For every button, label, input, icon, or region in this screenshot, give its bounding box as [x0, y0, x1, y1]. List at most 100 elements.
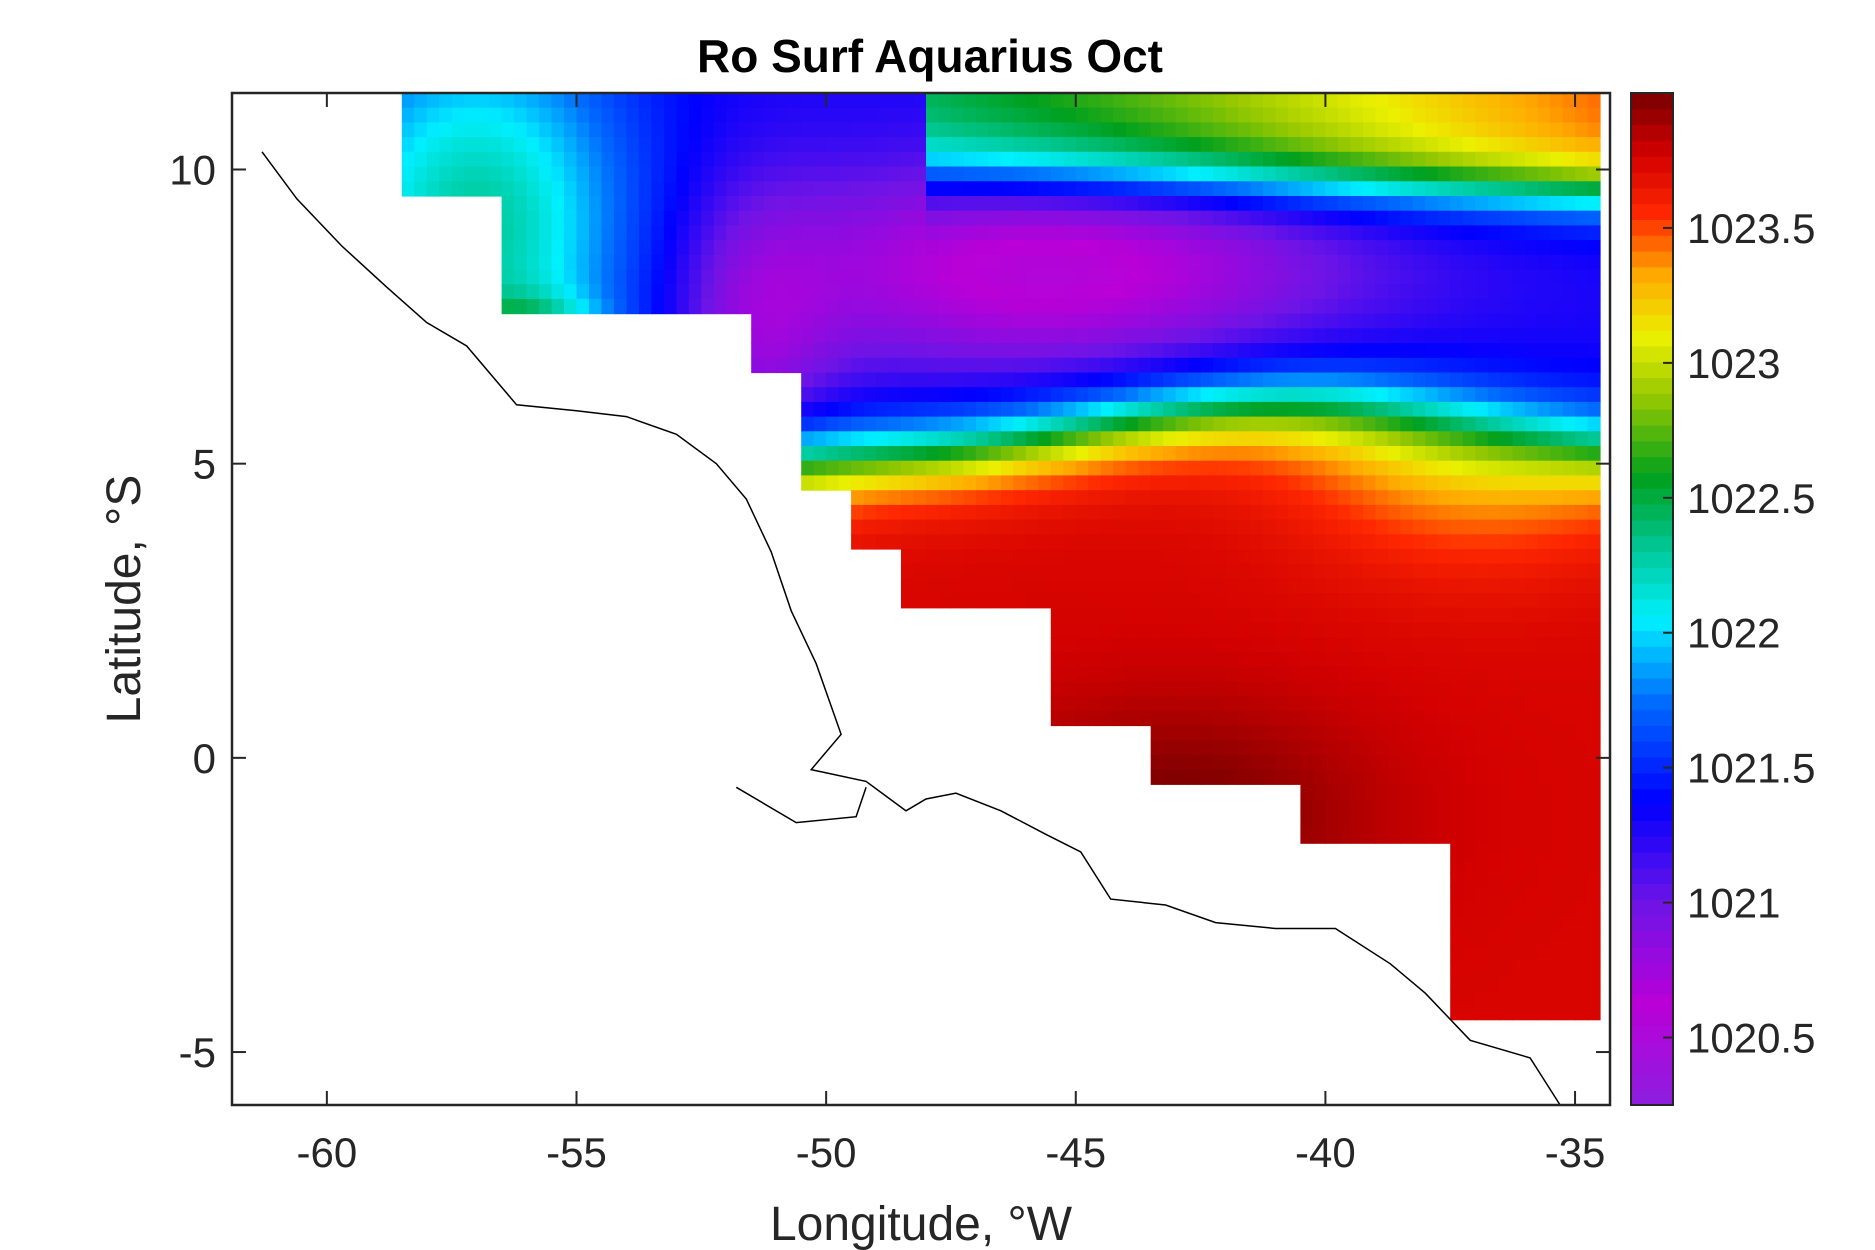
heatmap-cell: [1200, 607, 1214, 624]
heatmap-cell: [1312, 328, 1326, 344]
heatmap-cell: [1462, 622, 1476, 638]
heatmap-cell: [1500, 857, 1514, 874]
heatmap-cell: [926, 578, 940, 594]
heatmap-cell: [1500, 151, 1514, 168]
heatmap-cell: [1113, 666, 1127, 682]
heatmap-cell: [1387, 534, 1401, 550]
heatmap-cell: [1288, 151, 1302, 168]
heatmap-cell: [1238, 607, 1252, 624]
heatmap-cell: [1437, 313, 1451, 329]
heatmap-cell: [1362, 828, 1376, 844]
heatmap-cell: [1213, 357, 1227, 374]
heatmap-cell: [1000, 519, 1014, 535]
heatmap-cell: [1275, 475, 1289, 491]
heatmap-cell: [1013, 196, 1027, 212]
heatmap-cell: [963, 490, 977, 506]
heatmap-cell: [1550, 269, 1564, 285]
heatmap-cell: [1113, 137, 1127, 153]
heatmap-cell: [1138, 357, 1152, 374]
colorbar-tick-label: 1023.5: [1687, 205, 1815, 252]
heatmap-cell: [501, 107, 515, 123]
heatmap-cell: [801, 401, 815, 418]
heatmap-cell: [1163, 401, 1177, 418]
heatmap-cell: [1375, 754, 1389, 771]
heatmap-cell: [1063, 151, 1077, 168]
heatmap-cell: [876, 122, 890, 138]
heatmap-cell: [1263, 122, 1277, 138]
heatmap-cell: [1437, 372, 1451, 388]
heatmap-cell: [1375, 681, 1389, 697]
heatmap-cell: [1175, 357, 1189, 374]
heatmap-cell: [1025, 284, 1039, 300]
heatmap-cell: [1450, 931, 1464, 947]
heatmap-cell: [1188, 446, 1202, 462]
coastline-path: [261, 151, 1561, 1106]
heatmap-cell: [738, 225, 752, 241]
heatmap-cell: [1188, 225, 1202, 241]
heatmap-cell: [1275, 107, 1289, 123]
heatmap-cell: [688, 93, 702, 109]
heatmap-cell: [913, 210, 927, 226]
heatmap-cell: [1387, 431, 1401, 447]
heatmap-cell: [1487, 975, 1501, 991]
heatmap-cell: [1100, 93, 1114, 109]
heatmap-cell: [1188, 137, 1202, 153]
heatmap-cell: [1038, 210, 1052, 226]
heatmap-cell: [776, 122, 790, 138]
heatmap-cell: [401, 181, 415, 197]
heatmap-cell: [926, 93, 940, 109]
heatmap-cell: [1425, 357, 1439, 374]
heatmap-cell: [1200, 166, 1214, 182]
heatmap-cell: [1362, 519, 1376, 535]
heatmap-cell: [1575, 210, 1589, 226]
heatmap-cell: [1537, 328, 1551, 344]
heatmap-cell: [1188, 166, 1202, 182]
heatmap-cell: [1188, 607, 1202, 624]
heatmap-cell: [951, 240, 965, 256]
heatmap-cell: [1175, 284, 1189, 300]
heatmap-cell: [1100, 710, 1114, 727]
heatmap-cell: [526, 225, 540, 241]
heatmap-cell: [1150, 725, 1164, 741]
heatmap-cell: [1400, 593, 1414, 609]
heatmap-cell: [838, 254, 852, 271]
heatmap-cell: [1475, 946, 1489, 962]
heatmap-cell: [1437, 284, 1451, 300]
heatmap-cell: [1550, 799, 1564, 815]
heatmap-cell: [713, 151, 727, 168]
heatmap-cell: [726, 122, 740, 138]
heatmap-cell: [1512, 975, 1526, 991]
heatmap-cell: [1038, 122, 1052, 138]
heatmap-cell: [1300, 710, 1314, 727]
heatmap-cell: [1063, 460, 1077, 476]
colorbar-segment: [1631, 662, 1673, 679]
heatmap-cell: [1200, 372, 1214, 388]
heatmap-cell: [963, 151, 977, 168]
heatmap-cell: [1500, 416, 1514, 432]
heatmap-cell: [1075, 240, 1089, 256]
heatmap-cell: [1088, 225, 1102, 241]
heatmap-cell: [1275, 622, 1289, 638]
heatmap-cell: [1587, 401, 1601, 418]
heatmap-cell: [1025, 519, 1039, 535]
heatmap-cell: [1575, 799, 1589, 815]
heatmap-cell: [1575, 107, 1589, 123]
heatmap-cell: [938, 387, 952, 403]
heatmap-cell: [1437, 181, 1451, 197]
heatmap-cell: [838, 93, 852, 109]
heatmap-cell: [1337, 666, 1351, 682]
heatmap-cell: [1537, 725, 1551, 741]
heatmap-cell: [1038, 166, 1052, 182]
heatmap-cell: [426, 166, 440, 182]
heatmap-cell: [1000, 93, 1014, 109]
heatmap-cell: [951, 431, 965, 447]
heatmap-cell: [876, 431, 890, 447]
heatmap-cell: [1250, 357, 1264, 374]
heatmap-cell: [788, 225, 802, 241]
heatmap-cell: [1312, 637, 1326, 653]
heatmap-cell: [863, 93, 877, 109]
heatmap-cell: [975, 490, 989, 506]
heatmap-cell: [951, 534, 965, 550]
heatmap-cell: [1412, 343, 1426, 359]
heatmap-cell: [1175, 769, 1189, 785]
